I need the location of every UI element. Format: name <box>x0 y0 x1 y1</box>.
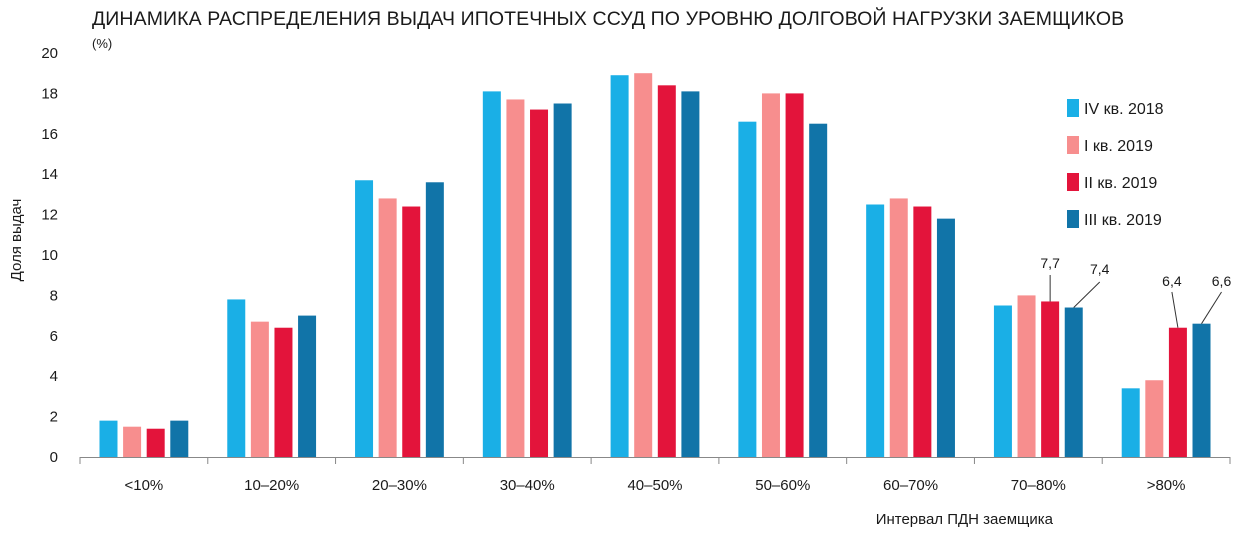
bar <box>681 91 700 457</box>
bar <box>553 103 572 457</box>
bar <box>250 321 269 457</box>
legend-swatch <box>1067 99 1079 117</box>
x-tick-label: 70–80% <box>1011 477 1066 494</box>
y-axis-label: Доля выдач <box>8 199 25 282</box>
bar <box>889 198 908 457</box>
y-tick-label: 6 <box>50 328 58 345</box>
y-tick-label: 16 <box>41 126 58 143</box>
y-tick-label: 14 <box>41 166 58 183</box>
x-tick-label: >80% <box>1147 477 1186 494</box>
bar <box>1121 388 1140 457</box>
bar <box>1017 295 1036 457</box>
bar <box>274 327 293 457</box>
legend-label: IV кв. 2018 <box>1084 101 1164 118</box>
bar <box>1064 307 1083 457</box>
y-tick-label: 10 <box>41 247 58 264</box>
data-labels: 7,7 7,4 6,4 6,6 <box>1040 255 1231 328</box>
x-axis-label: Интервал ПДН заемщика <box>876 511 1054 528</box>
bar <box>936 218 955 457</box>
bar <box>506 99 525 458</box>
data-label-leader <box>1171 291 1179 328</box>
bar <box>634 73 653 457</box>
bar <box>761 93 780 458</box>
bar <box>227 299 246 457</box>
x-tick-label: 60–70% <box>883 477 938 494</box>
y-tick-label: 20 <box>41 45 58 62</box>
bar <box>146 428 165 457</box>
x-tick-label: <10% <box>124 477 163 494</box>
bar <box>355 180 374 457</box>
legend-swatch <box>1067 210 1079 228</box>
data-label-leader <box>1073 281 1101 308</box>
legend: IV кв. 2018 I кв. 2019 II кв. 2019 III кв. … <box>1067 99 1164 229</box>
legend-label: II кв. 2019 <box>1084 175 1157 192</box>
y-tick-label: 2 <box>50 409 58 426</box>
bar <box>809 123 828 457</box>
y-tick-label: 0 <box>50 449 58 466</box>
legend-swatch <box>1067 136 1079 154</box>
bars <box>99 73 1211 458</box>
y-axis-ticks: 0 2 4 6 8 10 12 14 16 18 20 <box>41 45 58 466</box>
bar <box>1041 301 1060 457</box>
bar <box>866 204 885 457</box>
data-label: 6,6 <box>1212 273 1232 289</box>
bar <box>99 420 118 457</box>
bar <box>1145 380 1164 457</box>
bar <box>1168 327 1187 457</box>
x-tick-label: 40–50% <box>627 477 682 494</box>
bar <box>123 426 142 457</box>
x-axis <box>79 457 1231 464</box>
bar <box>402 206 421 457</box>
bar <box>1192 323 1211 457</box>
bar <box>170 420 189 457</box>
legend-swatch <box>1067 173 1079 191</box>
x-tick-label: 20–30% <box>372 477 427 494</box>
bar <box>425 182 444 457</box>
x-axis-ticks: <10% 10–20% 20–30% 30–40% 40–50% 50–60% 60–70%… <box>124 477 1185 494</box>
bar <box>993 305 1012 457</box>
bar <box>298 315 317 457</box>
data-label: 6,4 <box>1162 273 1182 289</box>
chart-subtitle: (%) <box>92 36 113 51</box>
x-tick-label: 50–60% <box>755 477 810 494</box>
y-tick-label: 8 <box>50 287 58 304</box>
chart-title: ДИНАМИКА РАСПРЕДЕЛЕНИЯ ВЫДАЧ ИПОТЕЧНЫХ С… <box>92 8 1125 30</box>
bar <box>482 91 501 457</box>
legend-label: I кв. 2019 <box>1084 138 1153 155</box>
bar <box>610 75 629 457</box>
bar <box>378 198 397 457</box>
bar <box>785 93 804 458</box>
data-label-leader <box>1201 291 1222 324</box>
y-tick-label: 12 <box>41 207 58 224</box>
bar <box>657 85 676 457</box>
bar <box>530 109 549 457</box>
bar <box>913 206 932 457</box>
y-tick-label: 4 <box>50 368 58 385</box>
x-tick-label: 30–40% <box>500 477 555 494</box>
data-label: 7,4 <box>1090 261 1110 277</box>
bar <box>738 121 757 458</box>
data-label: 7,7 <box>1040 255 1060 271</box>
x-tick-label: 10–20% <box>244 477 299 494</box>
legend-label: III кв. 2019 <box>1084 212 1162 229</box>
y-tick-label: 18 <box>41 85 58 102</box>
